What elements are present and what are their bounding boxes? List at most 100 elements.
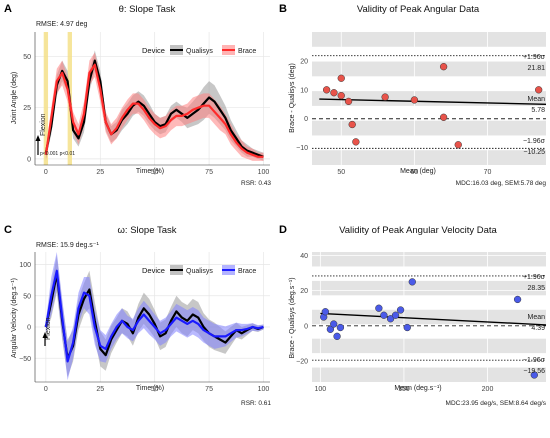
- panel-a-flexion-label: Flexion: [40, 113, 47, 136]
- highlight-region: [43, 32, 49, 165]
- y-tick-label: 10: [300, 87, 308, 94]
- panel-d-mean-label: Mean: [527, 314, 545, 321]
- x-tick-label: 100: [258, 386, 270, 393]
- legend-title: Device: [142, 46, 165, 55]
- panel-a-xlabel: Time (%): [136, 168, 164, 175]
- data-point: [326, 325, 335, 333]
- panel-c-plot: −50 0 50 100 0 25 50 75 100: [19, 252, 270, 393]
- x-tick-label: 75: [205, 169, 213, 176]
- panel-b-upper-loa-label: +1.96σ: [523, 54, 546, 61]
- y-tick-label: −20: [296, 358, 308, 365]
- data-point: [330, 89, 338, 97]
- data-point: [391, 311, 400, 319]
- data-point: [386, 315, 395, 323]
- legend-label-qualisys: Qualisys: [186, 48, 213, 55]
- panel-letter-b: B: [279, 3, 287, 15]
- panel-c-xlabel: Time (%): [136, 385, 164, 392]
- x-tick-label: 0: [44, 169, 48, 176]
- data-point: [352, 138, 360, 146]
- panel-c-rmse: RMSE: 15.9 deg.s⁻¹: [36, 242, 100, 249]
- panel-d-lower-loa-value: −19.56: [523, 368, 545, 375]
- x-tick-label: 60: [410, 169, 418, 176]
- panel-a-footer: RSR: 0.43: [241, 180, 271, 187]
- data-point: [321, 308, 330, 316]
- x-tick-label: 0: [44, 386, 48, 393]
- panel-d-footer: MDC:23.95 deg/s, SEM:8.64 deg/s: [446, 400, 547, 407]
- regression-line: [319, 98, 547, 105]
- panel-b-mean-value: 5.78: [531, 107, 545, 114]
- y-tick-label: 0: [27, 325, 31, 332]
- band-stripe: [312, 338, 546, 354]
- y-tick-label: 100: [19, 262, 31, 269]
- panel-d-xlabel: Mean (deg.s⁻¹): [394, 385, 441, 392]
- data-point: [403, 323, 411, 332]
- x-tick-label: 150: [398, 386, 410, 393]
- x-tick-label: 200: [482, 386, 494, 393]
- legend-label-qualisys: Qualisys: [186, 268, 213, 275]
- panel-c-ylabel: Angular Velocity (deg.s⁻¹): [11, 278, 18, 358]
- x-tick-label: 70: [484, 169, 492, 176]
- data-point: [513, 295, 522, 304]
- panel-d-mean-value: 4.39: [531, 325, 545, 332]
- x-tick-label: 50: [151, 386, 159, 393]
- data-point: [337, 91, 345, 100]
- series-brace-line: [44, 269, 264, 363]
- panel-b-lower-loa-label: −1.96σ: [523, 138, 546, 145]
- band-stripe: [312, 150, 546, 165]
- panel-b-footer: MDC:16.03 deg, SEM:5.78 deg: [456, 180, 547, 187]
- band-stripe: [312, 252, 546, 267]
- x-tick-label: 25: [96, 169, 104, 176]
- y-tick-label: 0: [27, 156, 31, 163]
- regression-line: [320, 312, 547, 326]
- band-stripe: [312, 280, 546, 296]
- panel-d-upper-loa-value: 28.35: [527, 285, 545, 292]
- band-stripe: [312, 120, 546, 136]
- band-stripe: [312, 32, 546, 47]
- panel-b-mean-label: Mean: [527, 96, 545, 103]
- y-tick-label: −50: [19, 356, 31, 363]
- panel-d-ylabel: Brace - Qualisys (deg.s⁻¹): [289, 277, 296, 358]
- series-qualisys-line: [44, 272, 264, 360]
- panel-b-xlabel: Mean (deg): [400, 168, 436, 175]
- panel-d-plot: −20 0 20 40 100 150 200: [296, 252, 547, 393]
- panel-c-flexion-label: Flexion: [45, 317, 52, 340]
- data-point: [344, 97, 353, 106]
- data-point: [439, 63, 448, 71]
- panel-a-pvalues: p<0.001 p<0.01: [40, 151, 75, 157]
- x-tick-label: 100: [315, 386, 327, 393]
- x-tick-label: 75: [205, 386, 213, 393]
- panel-a-plot: 0 25 50 0 25 50 75 100: [23, 32, 270, 176]
- panel-d-title: Validity of Peak Angular Velocity Data: [339, 225, 497, 236]
- panel-b-ylabel: Brace - Qualisys (deg): [289, 63, 296, 133]
- data-point: [535, 86, 543, 94]
- panel-letter-a: A: [4, 3, 12, 15]
- data-point: [322, 86, 331, 94]
- series-brace-line: [44, 63, 264, 158]
- panel-c-legend: Device Qualisys Brace: [142, 265, 256, 275]
- panel-b-lower-loa-value: −10.25: [523, 149, 545, 156]
- y-tick-label: 50: [23, 293, 31, 300]
- y-tick-label: −10: [296, 145, 308, 152]
- band-stripe: [312, 367, 546, 382]
- data-point: [454, 141, 462, 149]
- data-point: [380, 311, 388, 319]
- panel-letter-c: C: [4, 224, 12, 236]
- y-tick-label: 0: [304, 323, 308, 330]
- y-tick-label: 25: [23, 105, 31, 112]
- data-point: [396, 306, 405, 314]
- x-tick-label: 50: [337, 169, 345, 176]
- data-point: [333, 332, 341, 340]
- y-tick-label: 40: [300, 253, 308, 260]
- panel-a-ylabel: Joint Angle (deg): [11, 72, 18, 125]
- data-point: [530, 371, 538, 379]
- x-tick-label: 50: [151, 169, 159, 176]
- data-point: [348, 120, 356, 129]
- y-tick-label: 0: [304, 116, 308, 123]
- panel-a-title: θ: Slope Task: [119, 4, 176, 15]
- data-point: [336, 323, 345, 332]
- y-tick-label: 20: [300, 58, 308, 65]
- data-point: [330, 320, 338, 328]
- panel-c-footer: RSR: 0.61: [241, 400, 271, 407]
- legend-label-brace: Brace: [238, 268, 256, 275]
